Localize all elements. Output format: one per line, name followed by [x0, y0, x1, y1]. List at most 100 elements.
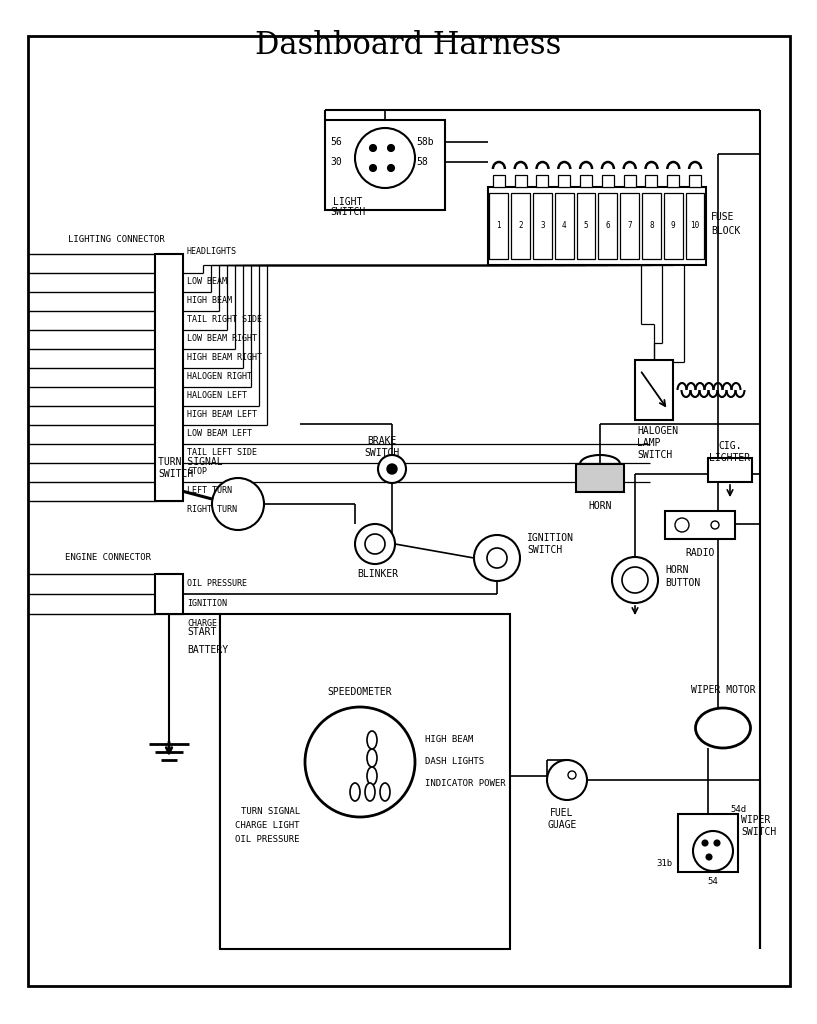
- Text: LIGHT: LIGHT: [333, 197, 363, 207]
- Text: RIGHT TURN: RIGHT TURN: [187, 505, 237, 514]
- Text: BRAKE: BRAKE: [368, 436, 397, 446]
- Text: SWITCH: SWITCH: [741, 827, 776, 837]
- Text: INDICATOR POWER: INDICATOR POWER: [425, 779, 506, 788]
- Text: ENGINE CONNECTOR: ENGINE CONNECTOR: [65, 554, 151, 562]
- Circle shape: [474, 535, 520, 581]
- Bar: [635, 360, 673, 420]
- Circle shape: [714, 840, 720, 846]
- Text: 58b: 58b: [416, 137, 434, 147]
- Circle shape: [487, 548, 507, 568]
- Circle shape: [305, 707, 415, 817]
- Bar: [511, 193, 530, 259]
- Circle shape: [212, 478, 264, 530]
- Text: LIGHTER: LIGHTER: [709, 453, 751, 463]
- Circle shape: [568, 771, 576, 779]
- Bar: [620, 193, 639, 259]
- Bar: [489, 193, 508, 259]
- Text: WIPER: WIPER: [741, 815, 770, 825]
- Text: HALOGEN LEFT: HALOGEN LEFT: [187, 391, 247, 400]
- Text: TURN SIGNAL: TURN SIGNAL: [241, 808, 300, 816]
- Bar: [665, 511, 735, 539]
- Circle shape: [612, 557, 658, 603]
- Text: 58: 58: [416, 157, 428, 167]
- Text: 10: 10: [690, 221, 699, 230]
- Text: OIL PRESSURE: OIL PRESSURE: [235, 836, 300, 845]
- Ellipse shape: [695, 708, 751, 748]
- Circle shape: [675, 518, 689, 532]
- Text: 2: 2: [519, 221, 523, 230]
- Circle shape: [378, 455, 406, 483]
- Text: 7: 7: [627, 221, 632, 230]
- Bar: [708, 458, 752, 482]
- Ellipse shape: [350, 783, 360, 801]
- Circle shape: [622, 567, 648, 593]
- Text: BLINKER: BLINKER: [357, 569, 398, 579]
- Ellipse shape: [367, 731, 377, 749]
- Text: BLOCK: BLOCK: [711, 226, 740, 236]
- Bar: [555, 193, 574, 259]
- Bar: [667, 175, 679, 187]
- Circle shape: [702, 840, 708, 846]
- Text: HIGH BEAM RIGHT: HIGH BEAM RIGHT: [187, 353, 262, 362]
- Circle shape: [711, 521, 719, 529]
- Bar: [642, 193, 661, 259]
- Text: HORN: HORN: [665, 565, 689, 575]
- Text: TAIL LEFT SIDE: TAIL LEFT SIDE: [187, 449, 257, 457]
- Bar: [602, 175, 614, 187]
- Circle shape: [706, 854, 712, 860]
- Text: 4: 4: [562, 221, 567, 230]
- Bar: [488, 187, 706, 265]
- Text: TAIL RIGHT SIDE: TAIL RIGHT SIDE: [187, 315, 262, 324]
- Circle shape: [369, 165, 377, 171]
- Circle shape: [365, 534, 385, 554]
- Text: SPEEDOMETER: SPEEDOMETER: [328, 687, 392, 697]
- Ellipse shape: [365, 783, 375, 801]
- Bar: [623, 175, 636, 187]
- Text: CHARGE: CHARGE: [187, 618, 217, 628]
- Text: FUSE: FUSE: [711, 212, 734, 222]
- Text: HORN: HORN: [588, 501, 612, 511]
- Bar: [493, 175, 505, 187]
- Circle shape: [355, 524, 395, 564]
- Text: OIL PRESSURE: OIL PRESSURE: [187, 579, 247, 588]
- Text: FUEL: FUEL: [551, 808, 574, 818]
- Text: GUAGE: GUAGE: [547, 820, 577, 830]
- Text: SWITCH: SWITCH: [364, 449, 400, 458]
- Bar: [220, 614, 510, 949]
- Bar: [599, 193, 618, 259]
- Text: 8: 8: [650, 221, 654, 230]
- Text: IGNITION: IGNITION: [527, 534, 574, 543]
- Text: LOW BEAM RIGHT: LOW BEAM RIGHT: [187, 334, 257, 343]
- Text: BATTERY: BATTERY: [187, 645, 228, 655]
- Bar: [689, 175, 701, 187]
- Text: WIPER MOTOR: WIPER MOTOR: [690, 685, 755, 695]
- Text: BUTTON: BUTTON: [665, 578, 700, 588]
- Bar: [325, 120, 445, 210]
- Bar: [534, 193, 552, 259]
- Bar: [678, 814, 738, 872]
- Text: HALOGEN RIGHT: HALOGEN RIGHT: [187, 372, 252, 381]
- Ellipse shape: [367, 767, 377, 785]
- Text: TURN SIGNAL: TURN SIGNAL: [158, 457, 222, 467]
- Text: LOW BEAM: LOW BEAM: [187, 278, 227, 286]
- Bar: [645, 175, 658, 187]
- Text: HEADLIGHTS: HEADLIGHTS: [187, 248, 237, 256]
- Text: 1: 1: [497, 221, 501, 230]
- Bar: [558, 175, 570, 187]
- Bar: [537, 175, 548, 187]
- Text: HALOGEN: HALOGEN: [637, 426, 678, 436]
- Text: LIGHTING CONNECTOR: LIGHTING CONNECTOR: [68, 236, 165, 245]
- Text: SWITCH: SWITCH: [527, 545, 562, 555]
- Text: STOP: STOP: [187, 467, 207, 476]
- Circle shape: [387, 464, 397, 474]
- Bar: [580, 175, 592, 187]
- Text: START: START: [187, 627, 217, 637]
- Text: DASH LIGHTS: DASH LIGHTS: [425, 758, 484, 767]
- Text: 31b: 31b: [656, 859, 672, 868]
- Bar: [515, 175, 527, 187]
- Text: CIG.: CIG.: [718, 441, 742, 451]
- Bar: [577, 193, 596, 259]
- Text: 54: 54: [708, 878, 718, 887]
- Bar: [664, 193, 683, 259]
- Ellipse shape: [367, 749, 377, 767]
